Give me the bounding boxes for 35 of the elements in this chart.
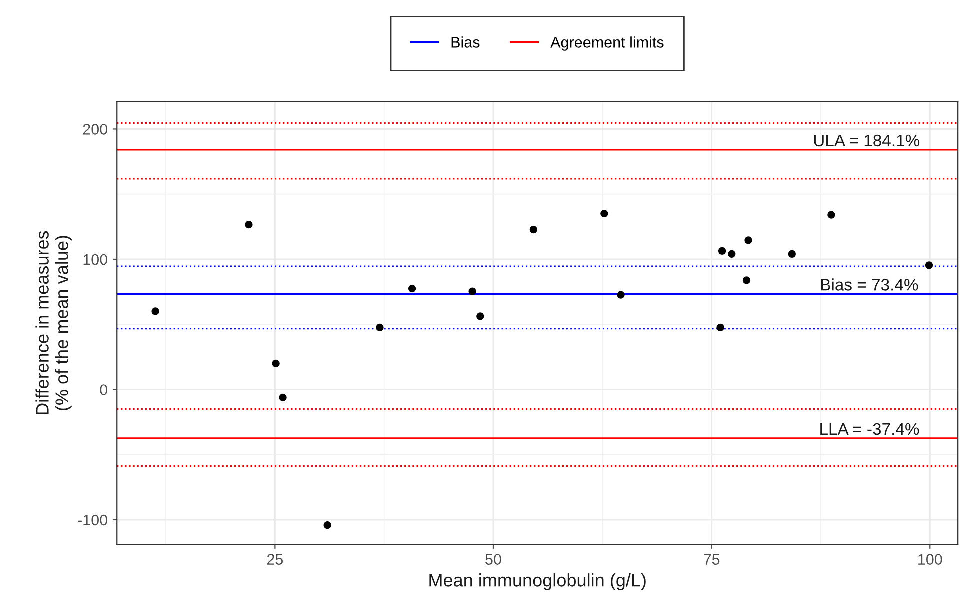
point	[324, 522, 332, 530]
point	[530, 226, 538, 234]
x-tick-label: 50	[486, 554, 502, 565]
y-tick-label: -100	[78, 514, 108, 526]
point	[716, 324, 724, 332]
annotation: LLA = -37.4%	[820, 423, 920, 436]
point	[468, 288, 476, 296]
legend-label: Bias	[452, 36, 480, 48]
y-axis-title: Difference in measures (% of the mean value)	[36, 231, 72, 414]
x-axis-title: Mean immunoglobulin (g/L)	[430, 574, 646, 590]
x-tick-label: 100	[918, 554, 942, 565]
point	[744, 236, 752, 244]
y-tick-label: 200	[83, 124, 108, 135]
y-tick-label: 0	[100, 384, 108, 396]
point	[408, 284, 416, 293]
point	[279, 394, 287, 402]
point	[788, 250, 796, 258]
point	[925, 262, 934, 270]
point	[728, 250, 736, 258]
point	[476, 312, 484, 320]
annotation: ULA = 184.1%	[814, 134, 920, 147]
point	[272, 360, 280, 368]
point	[828, 211, 836, 219]
point	[152, 308, 160, 316]
x-tick-label: 75	[704, 554, 720, 565]
point	[718, 247, 726, 255]
point	[600, 210, 608, 218]
point	[742, 276, 751, 284]
x-tick-label: 25	[267, 554, 284, 565]
legend-label: Agreement limits	[550, 36, 664, 51]
point	[376, 324, 384, 332]
annotation: Bias = 73.4%	[821, 278, 918, 291]
point	[617, 291, 625, 299]
point	[245, 221, 253, 229]
y-tick-label: 100	[84, 254, 108, 266]
